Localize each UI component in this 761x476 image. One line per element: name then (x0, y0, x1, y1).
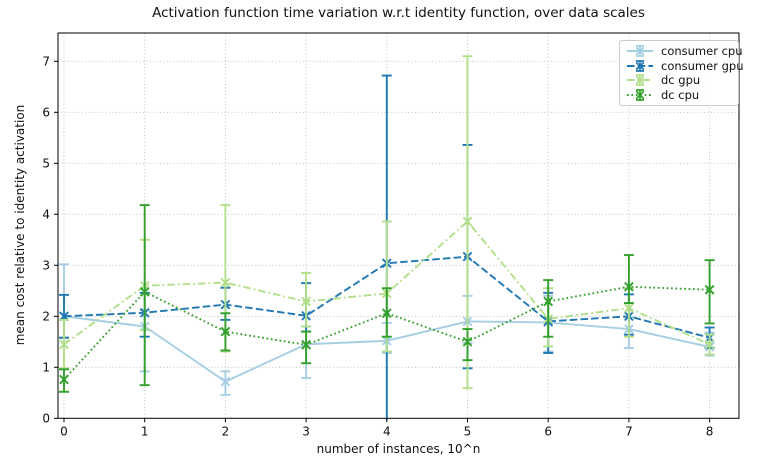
legend-item: consumer gpu (625, 59, 743, 74)
y-tick-label: 0 (42, 411, 50, 425)
series-line-dc-gpu (63, 220, 710, 346)
x-tick-label: 3 (302, 424, 310, 438)
legend-glyph-stroke (636, 45, 644, 58)
data-marker (220, 326, 231, 337)
y-tick-label: 7 (42, 54, 50, 68)
x-tick-label: 5 (464, 424, 472, 438)
x-axis-label: number of instances, 10^n (316, 442, 481, 456)
legend-glyph-stroke (636, 74, 644, 87)
legend-label: consumer cpu (661, 44, 743, 59)
data-marker (59, 374, 69, 385)
data-marker (704, 339, 715, 350)
legend-glyph-stroke (635, 75, 645, 85)
data-marker (462, 336, 473, 347)
legend-errorbar-glyph (627, 88, 653, 101)
axes-spines (57, 32, 740, 419)
legend-glyph-stroke (635, 46, 645, 56)
x-tick-label: 8 (706, 424, 714, 438)
legend-glyph-stroke (636, 59, 644, 72)
chart-title: Activation function time variation w.r.t… (152, 5, 645, 21)
x-tick-label: 2 (222, 424, 230, 438)
data-marker (301, 339, 311, 350)
legend-item: consumer cpu (625, 44, 743, 59)
legend-glyph-stroke (635, 61, 645, 71)
y-tick-label: 4 (42, 207, 50, 221)
series-line-dc-cpu (63, 285, 710, 381)
y-tick-label: 5 (42, 156, 50, 170)
data-marker (624, 303, 634, 314)
data-marker (59, 339, 69, 350)
x-tick-label: 1 (141, 424, 149, 438)
data-marker (381, 308, 392, 319)
x-tick-label: 0 (60, 424, 68, 438)
data-marker (220, 277, 231, 288)
series-group (59, 55, 715, 420)
legend-item: dc cpu (625, 88, 733, 103)
x-tick-label: 7 (625, 424, 633, 438)
y-tick-label: 2 (42, 309, 50, 323)
legend-label: consumer gpu (661, 58, 744, 73)
legend-label: dc gpu (661, 73, 701, 88)
y-tick-label: 1 (42, 360, 50, 374)
data-marker (301, 296, 311, 307)
legend: consumer cpu consumer gpu dc gpu dc cpu (619, 40, 743, 106)
y-axis-label: mean cost relative to identity activatio… (13, 104, 27, 346)
data-marker (543, 296, 554, 307)
series-line-consumer-gpu (63, 255, 710, 339)
legend-errorbar-glyph (627, 59, 653, 72)
data-marker (139, 286, 150, 297)
data-marker (220, 376, 231, 387)
x-tick-label: 4 (383, 424, 391, 438)
data-marker (704, 284, 715, 295)
legend-glyph-stroke (635, 90, 645, 100)
legend-glyph-stroke (636, 88, 644, 101)
legend-errorbar-glyph (627, 74, 653, 87)
y-tick-label: 3 (42, 258, 50, 272)
x-tick-label: 6 (544, 424, 552, 438)
y-tick-label: 6 (42, 105, 50, 119)
legend-item: dc gpu (625, 73, 733, 88)
data-marker (462, 216, 473, 227)
legend-errorbar-glyph (627, 45, 653, 58)
legend-label: dc cpu (661, 87, 700, 102)
data-marker (624, 281, 634, 292)
